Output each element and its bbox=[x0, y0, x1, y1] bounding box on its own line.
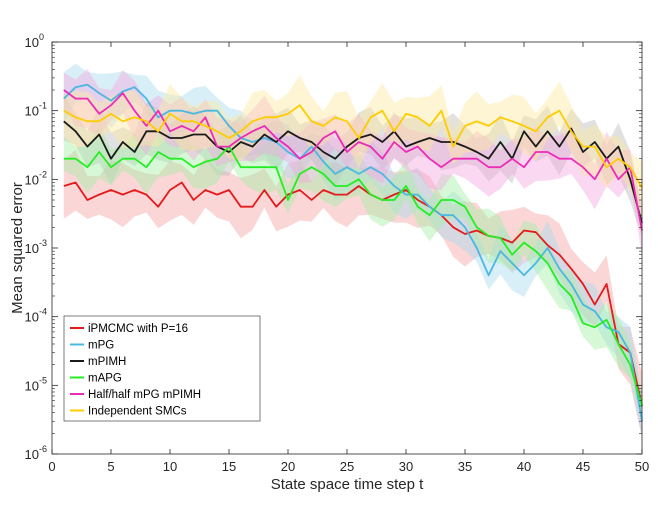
x-tick-label: 25 bbox=[340, 459, 354, 474]
y-tick-exponent: 0 bbox=[39, 32, 44, 42]
legend-entry: mPIMH bbox=[88, 356, 126, 368]
y-tick-exponent: -5 bbox=[39, 375, 47, 385]
y-tick-base: 10 bbox=[25, 172, 39, 187]
x-tick-label: 20 bbox=[281, 459, 295, 474]
x-tick-label: 10 bbox=[163, 459, 177, 474]
legend-box bbox=[63, 315, 261, 422]
line-series-0 bbox=[63, 181, 643, 407]
x-tick-label: 30 bbox=[399, 459, 413, 474]
y-tick-exponent: -4 bbox=[39, 307, 47, 317]
y-tick-base: 10 bbox=[25, 104, 39, 119]
legend-entry: mAPG bbox=[88, 373, 122, 385]
series-lines bbox=[63, 83, 643, 422]
x-tick-label: 40 bbox=[517, 459, 531, 474]
y-tick-exponent: -1 bbox=[39, 101, 47, 111]
line-series-5 bbox=[63, 104, 643, 189]
legend-entry: mPG bbox=[88, 340, 114, 352]
x-tick-label: 45 bbox=[576, 459, 590, 474]
band-series-0 bbox=[63, 149, 643, 437]
y-tick-base: 10 bbox=[25, 447, 39, 462]
band-series-4 bbox=[63, 69, 643, 256]
legend-entry: Independent SMCs bbox=[88, 406, 187, 418]
y-tick-base: 10 bbox=[25, 310, 39, 325]
x-tick-label: 50 bbox=[635, 459, 649, 474]
y-tick-exponent: -2 bbox=[39, 169, 47, 179]
y-tick-base: 10 bbox=[25, 35, 39, 50]
legend: iPMCMC with P=16 mPG mPIMH mAPG Half/half mP… bbox=[63, 315, 261, 422]
x-axis-ticks: 0 5 10 15 20 25 30 35 40 45 50 bbox=[48, 42, 649, 474]
y-tick-exponent: -3 bbox=[39, 238, 47, 248]
legend-entry: iPMCMC with P=16 bbox=[88, 323, 188, 335]
y-tick-base: 10 bbox=[25, 378, 39, 393]
line-series-3 bbox=[63, 145, 643, 407]
y-tick-exponent: -6 bbox=[39, 444, 47, 454]
band-series-2 bbox=[63, 93, 643, 238]
x-tick-label: 35 bbox=[458, 459, 472, 474]
band-series-1 bbox=[63, 63, 643, 440]
line-series-1 bbox=[63, 83, 643, 422]
line-series-2 bbox=[63, 120, 643, 224]
x-tick-label: 5 bbox=[107, 459, 114, 474]
x-axis-label: State space time step t bbox=[271, 476, 424, 493]
y-axis-label: Mean squared error bbox=[9, 182, 26, 314]
x-tick-label: 15 bbox=[222, 459, 236, 474]
line-series-4 bbox=[63, 89, 643, 231]
x-tick-label: 0 bbox=[48, 459, 55, 474]
legend-entry: Half/half mPG mPIMH bbox=[88, 389, 201, 401]
y-tick-base: 10 bbox=[25, 241, 39, 256]
band-series-3 bbox=[63, 119, 643, 421]
